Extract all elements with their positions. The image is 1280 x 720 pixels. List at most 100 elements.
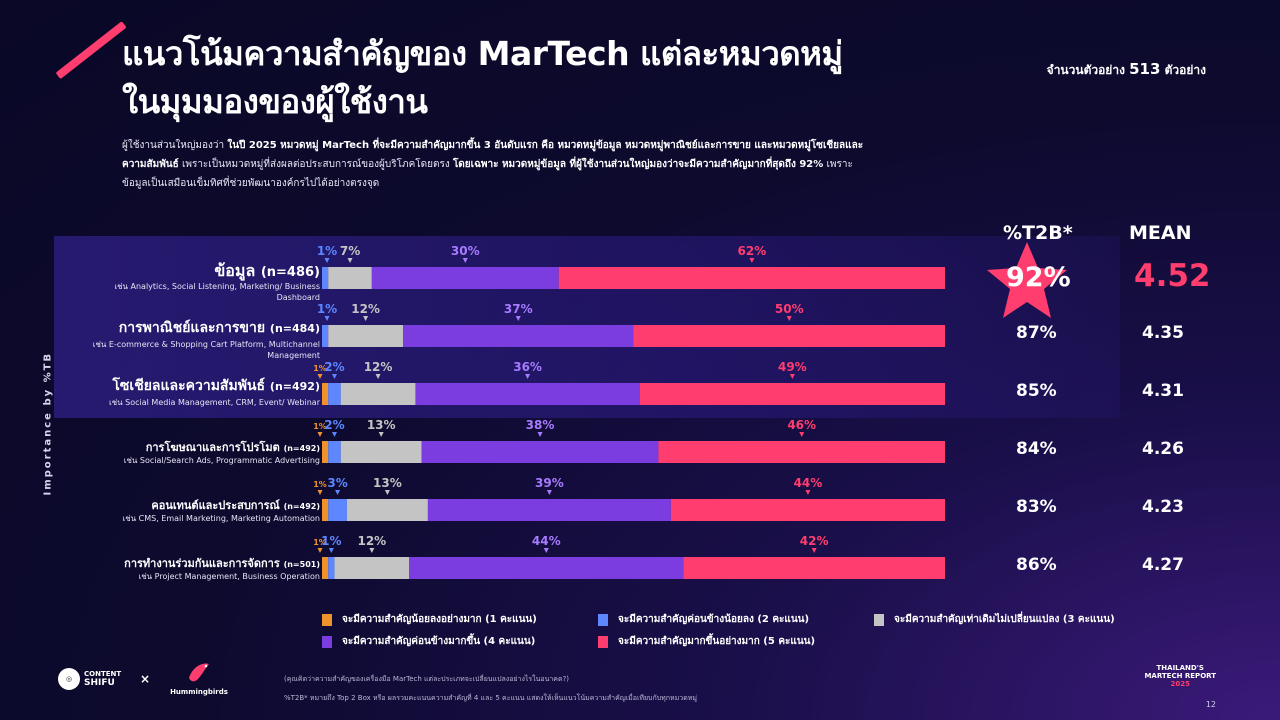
mean-value: 4.35: [1142, 323, 1184, 343]
t2b-value: 87%: [1016, 323, 1057, 343]
data-label-pointer: [515, 316, 521, 321]
bar-segment: [346, 499, 428, 521]
data-label: 62%: [738, 244, 767, 258]
hummingbird-icon: [189, 663, 209, 682]
t2b-column-header: %T2B*: [1003, 222, 1073, 244]
data-label-pointer: [363, 316, 369, 321]
category-title: การโฆษณาและการโปรโมต: [145, 441, 284, 454]
bar-segment: [415, 383, 640, 405]
hummingbirds-text: Hummingbirds: [170, 688, 228, 696]
data-label: 2%: [324, 418, 344, 432]
legend-label: จะมีความสำคัญน้อยลงอย่างมาก (1 คะแนน): [342, 614, 537, 625]
category-example: เช่น Social Media Management, CRM, Event…: [108, 398, 320, 407]
category-example: เช่น Social/Search Ads, Programmatic Adv…: [123, 456, 320, 465]
sample-count: 513: [1129, 60, 1161, 78]
bar-segment: [340, 383, 416, 405]
legend: จะมีความสำคัญน้อยลงอย่างมาก (1 คะแนน) จะม…: [322, 612, 1182, 656]
summary-line2-c: โดยเฉพาะ หมวดหมู่ข้อมูล ที่ผู้ใช้งานส่วน…: [452, 159, 824, 170]
data-label-pointer: [462, 258, 468, 263]
category-name: โซเชียลและความสัมพันธ์ (n=492): [112, 375, 320, 397]
bar-segment: [328, 557, 335, 579]
mean-value: 4.31: [1142, 381, 1184, 401]
page-title: แนวโน้มความสำคัญของ MarTech แต่ละหมวดหมู…: [122, 30, 843, 126]
category-example: เช่น E-commerce & Shopping Cart Platform…: [92, 340, 320, 360]
report-logo: THAILAND'S MARTECH REPORT 2025: [1144, 664, 1216, 688]
data-label-pointer: [525, 374, 531, 379]
bar-segment: [328, 325, 403, 347]
report-line2: MARTECH REPORT: [1144, 672, 1216, 680]
times-sign: ×: [140, 672, 151, 686]
bar-segment: [633, 325, 945, 347]
data-label-pointer: [317, 374, 323, 379]
legend-item: จะมีความสำคัญมากขึ้นอย่างมาก (5 คะแนน): [598, 634, 815, 649]
data-label-pointer: [546, 490, 552, 495]
summary-line2-b: เพราะเป็นหมวดหมู่ที่ส่งผลต่อประสบการณ์ขอ…: [181, 159, 450, 170]
category-n: (n=492): [283, 444, 320, 453]
bar-segment: [322, 267, 329, 289]
data-label-pointer: [786, 316, 792, 321]
category-name: การทำงานร่วมกันและการจัดการ (n=501): [124, 554, 320, 572]
data-label-pointer: [375, 374, 381, 379]
cs-top: CONTENT: [84, 670, 122, 678]
bar-segment: [658, 441, 945, 463]
data-label-pointer: [331, 374, 337, 379]
data-label-pointer: [537, 432, 543, 437]
category-n: (n=501): [283, 560, 320, 569]
bar-segment: [322, 499, 329, 521]
category-labels: ข้อมูล (n=486) เช่น Analytics, Social Lis…: [0, 0, 320, 720]
summary-line3: ข้อมูลเป็นเสมือนเข็มทิศที่ช่วยพัฒนาองค์ก…: [122, 178, 380, 189]
t2b-value: 86%: [1016, 555, 1057, 575]
category-name: ข้อมูล (n=486): [214, 259, 320, 284]
content-shifu-icon: ◎: [58, 668, 80, 690]
category-title: ข้อมูล: [214, 261, 261, 280]
cs-bottom: SHIFU: [84, 678, 115, 688]
category-name: การโฆษณาและการโปรโมต (n=492): [146, 438, 320, 456]
bar-segment: [328, 499, 347, 521]
data-label: 2%: [324, 360, 344, 374]
data-label-pointer: [789, 374, 795, 379]
sample-size: จำนวนตัวอย่าง 513 ตัวอย่าง: [1047, 60, 1206, 80]
data-label-pointer: [317, 432, 323, 437]
data-label-pointer: [378, 432, 384, 437]
data-label: 1%: [313, 422, 327, 431]
data-label-pointer: [324, 316, 330, 321]
data-label: 7%: [340, 244, 360, 258]
bar-segment: [402, 325, 634, 347]
legend-swatch: [598, 613, 608, 626]
footnote-t2b: %T2B* หมายถึง Top 2 Box หรือ ผลรวมคะแนนค…: [284, 694, 697, 702]
report-line1: THAILAND'S: [1156, 664, 1204, 672]
bar-segment: [427, 499, 671, 521]
bar-segment: [328, 383, 341, 405]
data-label: 46%: [787, 418, 816, 432]
bar-segment: [328, 441, 341, 463]
data-label-pointer: [805, 490, 811, 495]
footnote-question: (คุณคิดว่าความสำคัญของเครื่องมือ MarTech…: [284, 675, 569, 683]
data-label: 12%: [364, 360, 393, 374]
category-name: การพาณิชย์และการขาย (n=484): [119, 317, 320, 339]
sample-suffix: ตัวอย่าง: [1164, 63, 1206, 77]
summary-line1-a: ผู้ใช้งานส่วนใหญ่มองว่า: [122, 140, 225, 151]
category-title: โซเชียลและความสัมพันธ์: [112, 378, 270, 394]
bar-segment: [340, 441, 422, 463]
data-label: 13%: [373, 476, 402, 490]
category-n: (n=484): [269, 322, 320, 335]
data-label: 1%: [313, 364, 327, 373]
legend-swatch: [874, 613, 884, 626]
t2b-value-0: 92%: [1006, 262, 1071, 293]
data-label: 30%: [451, 244, 480, 258]
legend-swatch: [598, 635, 608, 648]
t2b-value: 84%: [1016, 439, 1057, 459]
t2b-value: 85%: [1016, 381, 1057, 401]
legend-swatch: [322, 613, 332, 626]
category-example: เช่น CMS, Email Marketing, Marketing Aut…: [122, 514, 320, 523]
category-n: (n=486): [260, 265, 320, 280]
data-label-pointer: [331, 432, 337, 437]
category-title: การทำงานร่วมกันและการจัดการ: [124, 557, 284, 570]
data-label: 42%: [800, 534, 829, 548]
category-title: คอนเทนต์และประสบการณ์: [151, 499, 284, 512]
category-example: เช่น Project Management, Business Operat…: [138, 572, 320, 581]
category-n: (n=492): [283, 502, 320, 511]
legend-item: จะมีความสำคัญน้อยลงอย่างมาก (1 คะแนน): [322, 612, 537, 627]
data-label: 12%: [351, 302, 380, 316]
